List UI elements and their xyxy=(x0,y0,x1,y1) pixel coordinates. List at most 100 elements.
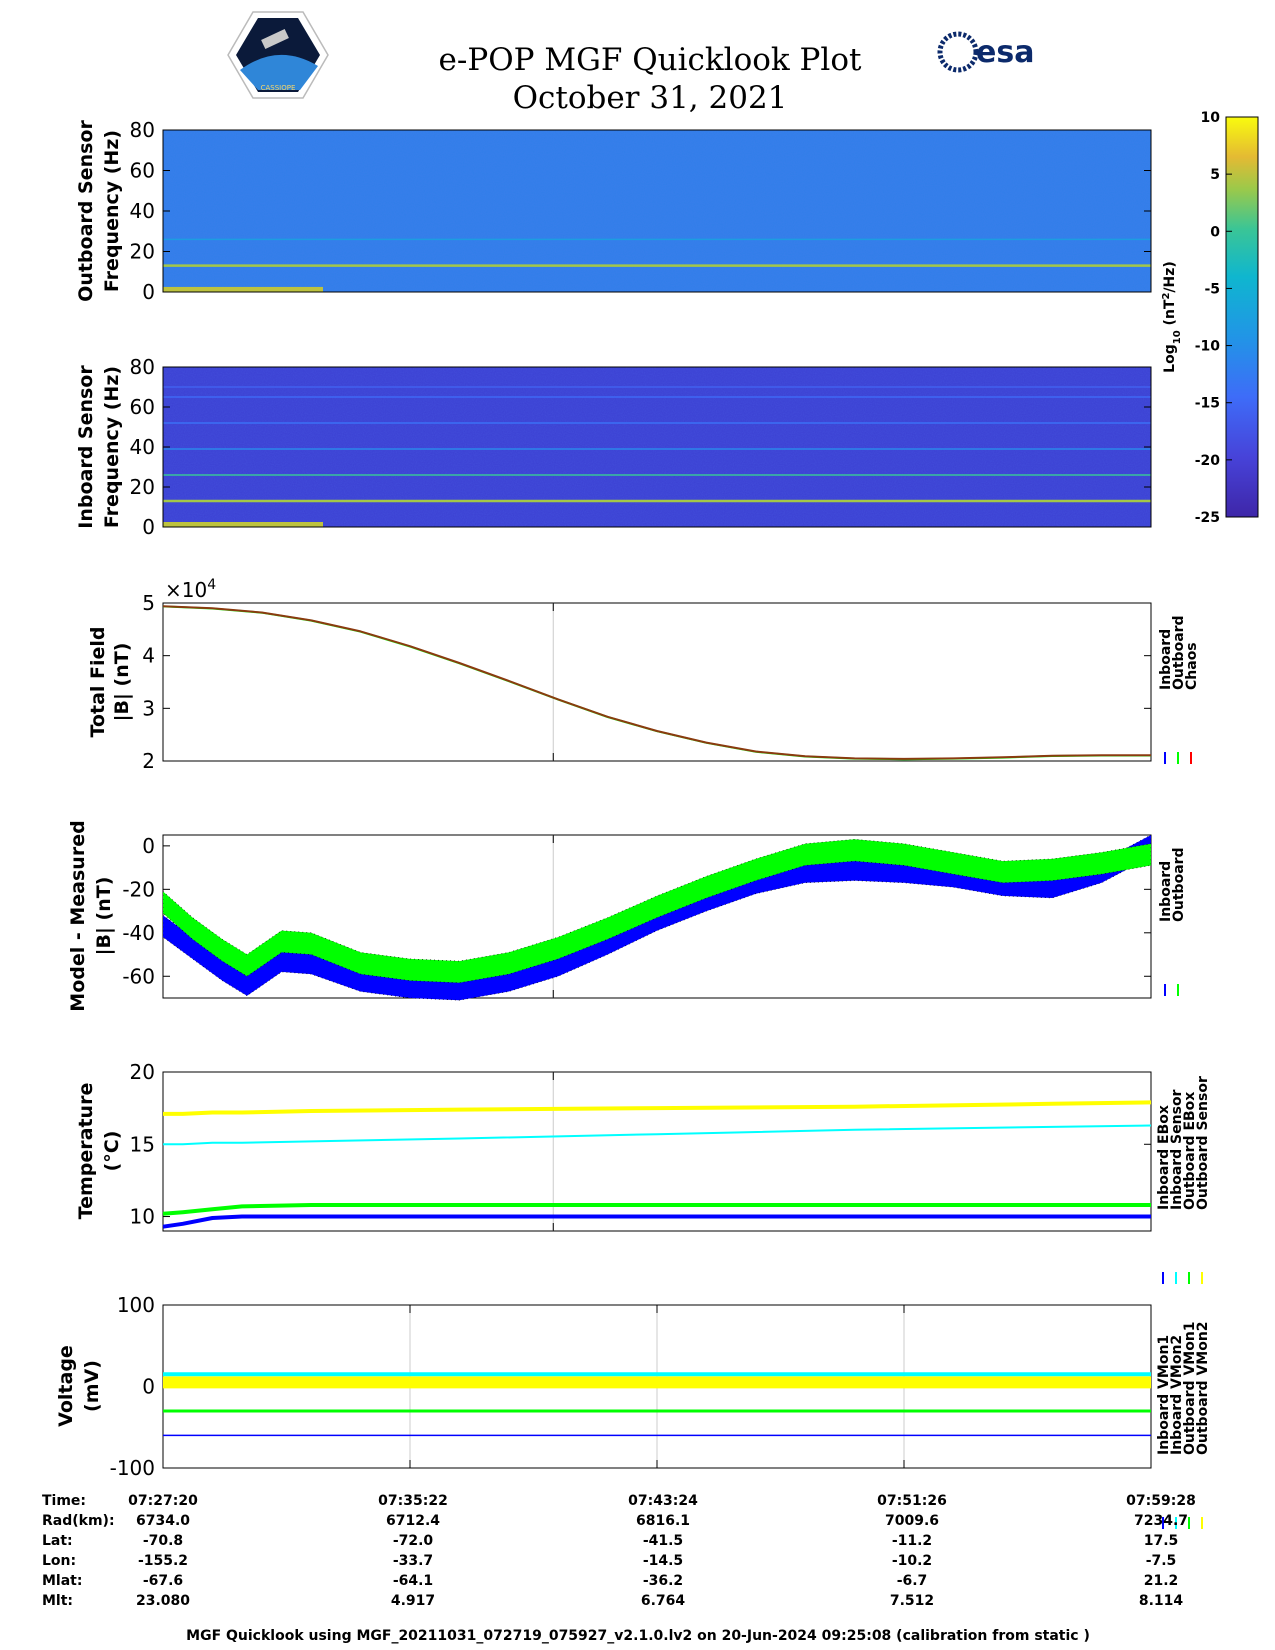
colorbar-tick-label-3: -5 xyxy=(1204,281,1220,297)
info-cell-1-1: 6712.4 xyxy=(386,1513,440,1529)
voltage-ytick-label-1: 0 xyxy=(142,1375,155,1399)
info-cell-0-0: 07:27:20 xyxy=(128,1493,198,1509)
colorbar-tick-label-2: 0 xyxy=(1210,224,1220,240)
temperature-ytick-label-0: 10 xyxy=(130,1205,155,1229)
info-cell-1-4: -64.1 xyxy=(393,1573,433,1589)
total-field-ytick-label-1: 3 xyxy=(142,696,155,720)
model-minus-measured-ytick-label-2: -20 xyxy=(122,877,155,901)
info-cell-2-4: -36.2 xyxy=(643,1573,683,1589)
info-row-label-3: Lon: xyxy=(42,1553,76,1569)
temperature-legend-label-2: Outboard EBox xyxy=(1182,1092,1198,1210)
temperature-legend-label-0: Inboard EBox xyxy=(1156,1105,1172,1210)
total-field-ytick-label-2: 4 xyxy=(142,644,155,668)
total-field-ylabel: Total Field xyxy=(87,626,109,737)
inboard-spectrogram-ytick-label-0: 0 xyxy=(142,515,155,539)
info-cell-1-3: -33.7 xyxy=(393,1553,433,1569)
colorbar-tick-label-6: -20 xyxy=(1195,453,1221,469)
model-minus-measured-legend-label-1: Outboard xyxy=(1171,847,1187,922)
inboard-spectrogram-ytick-label-1: 20 xyxy=(130,475,155,499)
colorbar-tick-label-4: -10 xyxy=(1195,339,1221,355)
info-cell-0-2: -70.8 xyxy=(143,1533,183,1549)
info-cell-2-2: -41.5 xyxy=(643,1533,683,1549)
figure-footer: MGF Quicklook using MGF_20211031_072719_… xyxy=(186,1628,1090,1644)
mission-logo: CASSIOPE xyxy=(227,11,329,99)
model-minus-measured-ylabel-units: |B| (nT) xyxy=(93,877,115,956)
info-cell-3-4: -6.7 xyxy=(897,1573,928,1589)
model-minus-measured-band-outboard xyxy=(162,838,1152,984)
figure-title: e-POP MGF Quicklook Plot xyxy=(439,42,862,78)
temperature-line-2 xyxy=(162,1203,1151,1216)
info-cell-2-3: -14.5 xyxy=(643,1553,683,1569)
outboard-spectrogram-ytick-label-1: 20 xyxy=(130,240,155,264)
info-cell-2-0: 07:43:24 xyxy=(628,1493,698,1509)
outboard-spectrogram-ylabel-units: Frequency (Hz) xyxy=(101,130,123,292)
info-cell-0-5: 23.080 xyxy=(136,1593,190,1609)
outboard-spectrogram-ytick-label-4: 80 xyxy=(130,118,155,142)
info-row-label-5: Mlt: xyxy=(42,1593,73,1609)
model-minus-measured-legend-label-0: Inboard xyxy=(1158,861,1174,922)
total-field-line-chaos xyxy=(162,605,1151,760)
info-cell-3-3: -10.2 xyxy=(892,1553,932,1569)
model-minus-measured-ytick-label-3: 0 xyxy=(142,834,155,858)
total-field-ytick-label-0: 2 xyxy=(142,749,155,773)
info-cell-3-2: -11.2 xyxy=(892,1533,932,1549)
outboard-spectrogram-ytick-label-2: 40 xyxy=(130,199,155,223)
info-cell-3-0: 07:51:26 xyxy=(877,1493,947,1509)
inboard-spectrogram-panel: 0 20 40 60 80 Inboard Sensor Frequency (Hz) xyxy=(75,355,1152,539)
temperature-ytick-label-1: 15 xyxy=(130,1132,155,1156)
info-cell-4-1: 7234.7 xyxy=(1134,1513,1188,1529)
model-minus-measured-ytick-label-0: -60 xyxy=(122,964,155,988)
outboard-spectrogram-lowfreq-band xyxy=(163,286,323,292)
total-field-legend-label-2: Chaos xyxy=(1184,642,1200,690)
figure-date: October 31, 2021 xyxy=(513,80,788,116)
total-field-legend-label-0: Inboard xyxy=(1158,629,1174,690)
inboard-spectrogram-ytick-label-3: 60 xyxy=(130,395,155,419)
info-cell-0-4: -67.6 xyxy=(143,1573,183,1589)
colorbar-gradient xyxy=(1225,116,1259,518)
info-cell-4-5: 8.114 xyxy=(1139,1593,1184,1609)
info-cell-3-1: 7009.6 xyxy=(885,1513,939,1529)
info-cell-2-1: 6816.1 xyxy=(636,1513,690,1529)
total-field-legend-label-1: Outboard xyxy=(1171,615,1187,690)
info-cell-4-4: 21.2 xyxy=(1144,1573,1179,1589)
info-row-label-0: Time: xyxy=(42,1493,86,1509)
voltage-legend-label-2: Outboard VMon1 xyxy=(1182,1321,1198,1455)
inboard-spectrogram-ylabel-units: Frequency (Hz) xyxy=(101,366,123,528)
outboard-spectrogram-noise xyxy=(163,130,1151,292)
temperature-line-3 xyxy=(163,1100,1152,1116)
info-cell-4-2: 17.5 xyxy=(1144,1533,1179,1549)
info-cell-4-3: -7.5 xyxy=(1146,1553,1177,1569)
info-cell-3-5: 7.512 xyxy=(890,1593,934,1609)
inboard-spectrogram-ylabel: Inboard Sensor xyxy=(75,365,97,529)
orbit-info-table: Time: Rad(km): Lat: Lon: Mlat: Mlt: 07:27:20 67… xyxy=(42,1493,1196,1609)
esa-logo: esa xyxy=(937,31,1034,73)
inboard-spectrogram-ytick-label-2: 40 xyxy=(130,435,155,459)
colorbar-tick-label-5: -15 xyxy=(1195,396,1220,412)
temperature-legend-label-3: Outboard Sensor xyxy=(1195,1076,1211,1210)
colorbar: 10 5 0 -5 -10 -15 -20 -25 Log10 (nT2/Hz) xyxy=(1161,110,1259,526)
voltage-ylabel: Voltage xyxy=(55,1345,77,1427)
info-row-label-2: Lat: xyxy=(42,1533,73,1549)
temperature-ylabel: Temperature xyxy=(75,1083,97,1220)
voltage-ytick-label-0: -100 xyxy=(110,1456,155,1480)
mission-logo-text: CASSIOPE xyxy=(261,84,296,92)
model-minus-measured-ylabel: Model - Measured xyxy=(67,820,89,1011)
inboard-spectrogram-lowfreq-band xyxy=(163,522,323,527)
voltage-legend-label-3: Outboard VMon2 xyxy=(1195,1321,1211,1455)
colorbar-label: Log10 (nT2/Hz) xyxy=(1161,261,1183,373)
outboard-spectrogram-panel: 0 20 40 60 80 Outboard Sensor Frequency (Hz) xyxy=(75,118,1152,304)
colorbar-tick-label-1: 5 xyxy=(1210,167,1220,183)
inboard-spectrogram-ytick-label-4: 80 xyxy=(130,355,155,379)
colorbar-tick-label-7: -25 xyxy=(1195,510,1220,526)
inboard-spectrogram-noise xyxy=(163,367,1151,527)
info-cell-0-3: -155.2 xyxy=(138,1553,188,1569)
voltage-legend-label-1: Inboard VMon2 xyxy=(1169,1335,1185,1455)
info-cell-4-0: 07:59:28 xyxy=(1126,1493,1196,1509)
esa-logo-text: esa xyxy=(976,35,1034,70)
total-field-scale-label: ×104 xyxy=(165,577,216,602)
